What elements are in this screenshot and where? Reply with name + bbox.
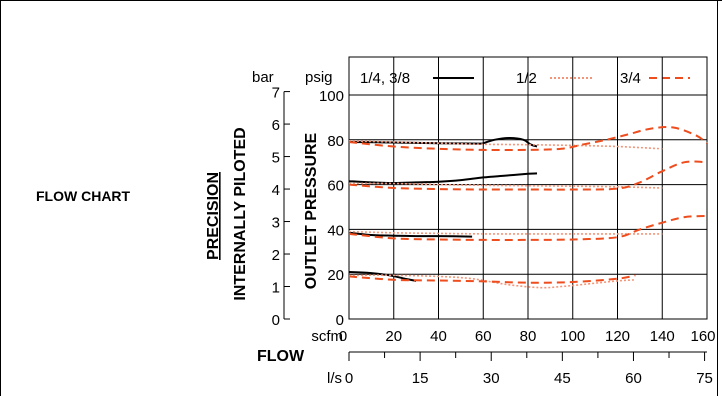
y-tick-label-bar-6: 6: [272, 117, 280, 134]
psig-unit-label: psig: [305, 69, 333, 86]
frame-right-border: [717, 0, 718, 396]
legend-label-quarter-3-8: 1/4, 3/8: [360, 70, 410, 87]
product-subtitle: INTERNALLY PILOTED: [232, 127, 249, 300]
x-tick-label-scfm-60: 60: [475, 328, 492, 345]
series-line-quarter-3-8-at-60psig: [348, 172, 538, 185]
legend-label-three-quarter: 3/4: [620, 70, 641, 87]
series-line-half-at-80psig: [348, 140, 663, 150]
x-tick-label-ls-30: 30: [483, 370, 500, 387]
x-tick-label-scfm-20: 20: [385, 328, 402, 345]
series-line-three-quarter-at-40psig: [348, 215, 708, 241]
series-line-three-quarter-at-80psig: [348, 126, 708, 152]
y-tick-label-bar-0: 0: [272, 312, 280, 329]
x-tick-label-ls-0: 0: [345, 370, 353, 387]
section-label: FLOW CHART: [36, 188, 131, 204]
axis-ticks: 0 20 40 60 80 100 120 140 1600204060801000123456…: [272, 85, 716, 387]
x-tick-label-ls-45: 45: [554, 370, 571, 387]
x-tick-label-scfm-0: 0: [339, 328, 347, 345]
scfm-unit-label: scfm: [311, 328, 343, 345]
product-title: PRECISION: [205, 172, 222, 260]
y-tick-label-bar-4: 4: [272, 182, 280, 199]
series-line-quarter-3-8-at-80psig: [348, 136, 538, 148]
y-tick-label-bar-3: 3: [272, 215, 280, 232]
x-tick-label-scfm-80: 80: [520, 328, 537, 345]
y-axis-title: OUTLET PRESSURE: [303, 132, 320, 289]
x-tick-label-scfm-160: 160: [690, 328, 715, 345]
y-tick-label-bar-2: 2: [272, 247, 280, 264]
x-tick-label-scfm-140: 140: [650, 328, 675, 345]
x-tick-label-ls-15: 15: [412, 370, 429, 387]
y-tick-label-bar-1: 1: [272, 280, 280, 297]
bar-unit-label: bar: [252, 69, 274, 86]
y-tick-label-bar-7: 7: [272, 85, 280, 102]
legend: 1/4, 3/8 1/2 3/4: [360, 70, 690, 87]
y-tick-label-psig-40: 40: [327, 222, 344, 239]
series-line-half-at-40psig: [348, 230, 663, 235]
y-tick-label-psig-60: 60: [327, 178, 344, 195]
series-line-half-at-60psig: [348, 182, 663, 189]
x-axis-title: FLOW: [257, 348, 305, 365]
x-tick-label-scfm-100: 100: [560, 328, 585, 345]
series-line-quarter-3-8-at-40psig: [348, 231, 473, 238]
series: [348, 126, 708, 289]
y-tick-label-psig-0: 0: [336, 312, 344, 329]
y-tick-label-psig-20: 20: [327, 267, 344, 284]
x-tick-label-scfm-40: 40: [430, 328, 447, 345]
series-line-three-quarter-at-60psig: [348, 160, 708, 191]
ls-unit-label: l/s: [327, 370, 342, 387]
x-tick-label-ls-75: 75: [696, 370, 713, 387]
y-tick-label-psig-100: 100: [319, 88, 344, 105]
x-tick-label-ls-60: 60: [625, 370, 642, 387]
x-tick-label-scfm-120: 120: [605, 328, 630, 345]
legend-label-half: 1/2: [516, 70, 537, 87]
y-tick-label-bar-5: 5: [272, 150, 280, 167]
y-tick-label-psig-80: 80: [327, 133, 344, 150]
series-line-three-quarter-at-20psig: [348, 274, 636, 284]
